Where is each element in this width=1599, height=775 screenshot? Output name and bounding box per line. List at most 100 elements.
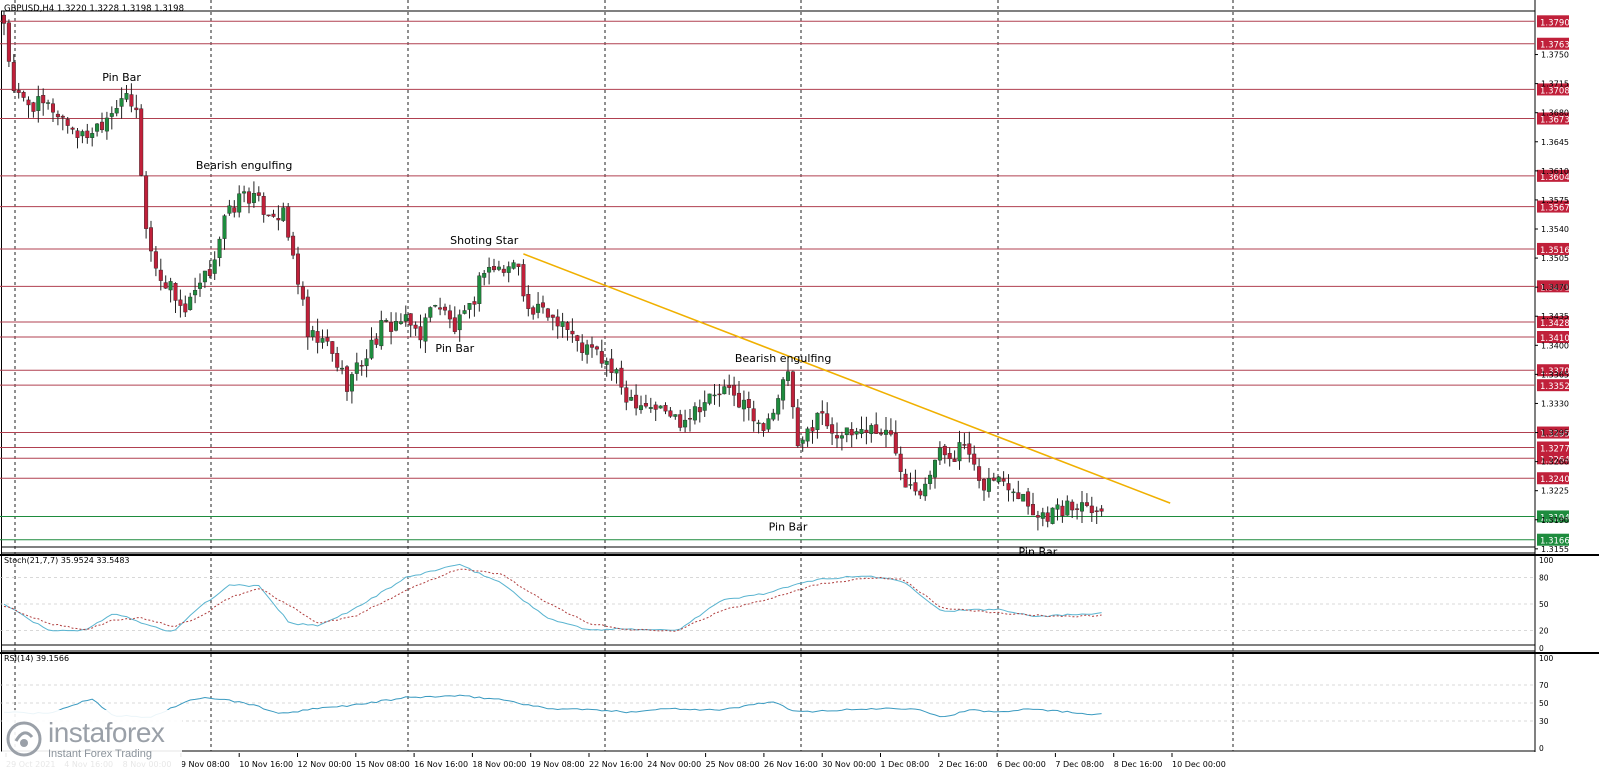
- candle-body: [501, 268, 506, 273]
- candle: [1030, 492, 1035, 516]
- brand-tagline: Instant Forex Trading: [48, 747, 152, 760]
- candle-body: [1084, 502, 1089, 506]
- candle: [839, 431, 844, 451]
- candle-body: [972, 453, 977, 465]
- candle-body: [545, 308, 550, 318]
- candle-body: [1070, 501, 1075, 511]
- candle-body: [678, 414, 683, 428]
- candle: [555, 309, 560, 339]
- candle: [888, 418, 893, 437]
- candle-body: [957, 442, 962, 462]
- candle: [46, 99, 51, 110]
- price-tick-label: 1.3575: [1541, 196, 1569, 205]
- candle: [673, 414, 678, 420]
- candle: [918, 488, 923, 499]
- candle-body: [438, 307, 443, 310]
- candle: [1094, 506, 1099, 524]
- candle-body: [933, 459, 938, 478]
- candle-body: [761, 423, 766, 431]
- stoch-tick-label: 80: [1539, 574, 1549, 583]
- candle: [825, 402, 830, 429]
- candle-body: [643, 403, 648, 407]
- candle: [977, 458, 982, 489]
- rsi-title: RSI(14) 39.1566: [4, 654, 69, 663]
- candle-body: [1016, 492, 1021, 500]
- candle: [683, 409, 688, 433]
- candle: [246, 187, 251, 214]
- candle-body: [1094, 510, 1099, 512]
- candle-body: [202, 270, 207, 283]
- time-tick-label: 1 Dec 08:00: [881, 760, 930, 769]
- pattern-annotation: Shoting Star: [450, 234, 519, 247]
- candle: [746, 391, 751, 421]
- candle: [609, 349, 614, 381]
- candle-body: [1060, 505, 1065, 517]
- price-tick-label: 1.3295: [1541, 429, 1569, 438]
- candle-body: [541, 302, 546, 308]
- candle: [516, 263, 521, 276]
- candle-body: [619, 367, 624, 388]
- candle: [898, 446, 903, 481]
- candle-body: [1026, 491, 1031, 507]
- candle: [526, 285, 531, 317]
- price-tick-label: 1.3645: [1541, 138, 1569, 147]
- candle-body: [536, 303, 541, 313]
- time-tick-label: 2 Dec 16:00: [939, 760, 988, 769]
- candle-body: [942, 445, 947, 456]
- candle: [325, 329, 330, 347]
- candle: [119, 87, 124, 119]
- candle-body: [903, 473, 908, 488]
- time-tick-label: 30 Nov 00:00: [822, 760, 876, 769]
- candle: [16, 82, 21, 99]
- candle: [305, 289, 310, 350]
- candle: [678, 409, 683, 432]
- price-tick-label: 1.3540: [1541, 225, 1569, 234]
- candle-body: [496, 266, 501, 270]
- level-label-text: 1.3428: [1540, 319, 1570, 329]
- candle: [80, 129, 85, 144]
- pattern-annotation: Pin Bar: [769, 521, 808, 534]
- candle: [712, 384, 717, 405]
- price-level-label: 1.3194: [1537, 510, 1570, 523]
- candle-body: [776, 398, 781, 415]
- price-tick-label: 1.3750: [1541, 51, 1569, 60]
- candle-body: [751, 408, 756, 422]
- candle: [663, 402, 668, 415]
- candle-body: [673, 414, 678, 417]
- candle-body: [874, 424, 879, 434]
- candle: [962, 433, 967, 450]
- price-level-label: 1.3428: [1537, 316, 1570, 329]
- pattern-annotation: Pin Bar: [435, 342, 474, 355]
- candle: [477, 272, 482, 312]
- price-level-label: 1.3790: [1537, 15, 1570, 28]
- candle: [457, 309, 462, 342]
- candle: [207, 260, 212, 279]
- rsi-tick-label: 100: [1539, 654, 1554, 663]
- candle: [173, 282, 178, 313]
- level-label-box: [1537, 331, 1569, 343]
- candle: [2, 11, 6, 36]
- candle: [928, 470, 933, 490]
- candle: [163, 275, 168, 289]
- candle: [982, 478, 987, 501]
- candle: [541, 295, 546, 314]
- candle: [168, 277, 173, 303]
- candle-body: [163, 282, 168, 289]
- candle: [1035, 510, 1040, 531]
- candle-body: [90, 133, 95, 138]
- price-tick-label: 1.3260: [1541, 458, 1569, 467]
- candle: [11, 54, 16, 93]
- candle-body: [447, 310, 452, 320]
- candle: [849, 422, 854, 448]
- candle-body: [511, 262, 516, 269]
- candle-body: [766, 418, 771, 430]
- level-label-text: 1.3295: [1540, 430, 1570, 440]
- candle: [51, 98, 56, 123]
- candle-body: [168, 281, 173, 291]
- candle: [923, 477, 928, 501]
- candle-body: [21, 92, 26, 98]
- candle: [408, 313, 413, 338]
- level-label-text: 1.3604: [1540, 173, 1570, 183]
